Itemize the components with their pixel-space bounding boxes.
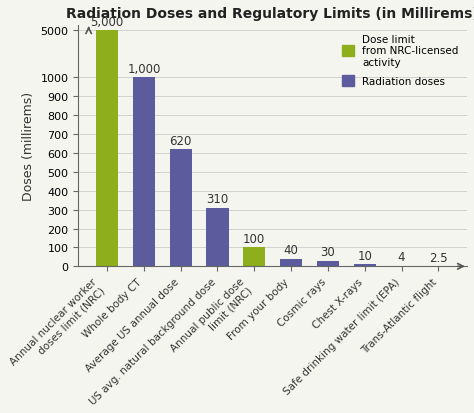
Text: 10: 10: [357, 249, 372, 263]
Bar: [317, 261, 339, 267]
Text: 310: 310: [206, 193, 228, 206]
Text: 1,000: 1,000: [127, 63, 161, 76]
Bar: [280, 259, 302, 267]
Y-axis label: Doses (millirems): Doses (millirems): [22, 92, 35, 201]
Title: Radiation Doses and Regulatory Limits (in Millirems): Radiation Doses and Regulatory Limits (i…: [66, 7, 474, 21]
Text: 620: 620: [170, 135, 192, 147]
Text: 4: 4: [398, 251, 405, 263]
Bar: [243, 248, 265, 267]
Bar: [207, 208, 228, 267]
Bar: [427, 266, 449, 267]
Text: 100: 100: [243, 233, 265, 246]
Text: 2.5: 2.5: [429, 251, 447, 264]
Bar: [391, 266, 412, 267]
Text: 40: 40: [283, 244, 299, 257]
Bar: [354, 265, 376, 267]
Text: 30: 30: [320, 246, 335, 259]
Legend: Dose limit
from NRC-licensed
activity, Radiation doses: Dose limit from NRC-licensed activity, R…: [338, 31, 462, 90]
Bar: [96, 31, 118, 267]
Text: 5,000: 5,000: [91, 16, 124, 28]
Bar: [170, 150, 191, 267]
Bar: [133, 78, 155, 267]
